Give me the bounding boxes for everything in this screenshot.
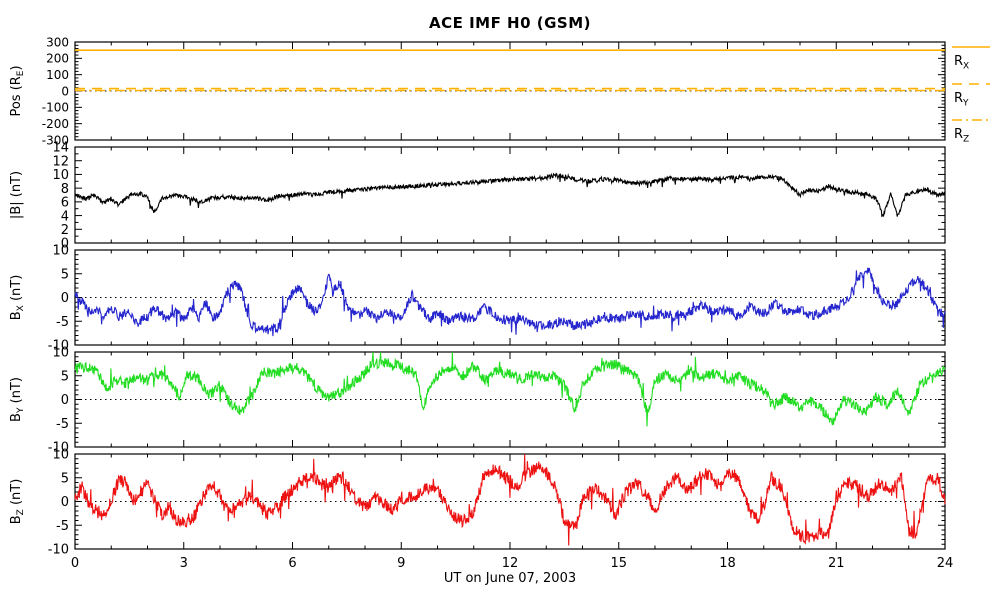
legend: RX RY RZ bbox=[952, 44, 993, 154]
xtick-label: 21 bbox=[828, 556, 845, 571]
xtick-label: 24 bbox=[937, 556, 954, 571]
ytick-label: 10 bbox=[52, 346, 69, 361]
ry-line-sample bbox=[952, 82, 990, 85]
ytick-label: 10 bbox=[52, 168, 69, 183]
y-axis-label: |B| (nT) bbox=[9, 171, 24, 219]
ytick-label: 0 bbox=[61, 393, 69, 408]
xtick-label: 9 bbox=[397, 556, 405, 571]
y-axis-label: BX (nT) bbox=[9, 275, 26, 321]
panel-pos: -300 -200 -100 0 100 200 300 Pos (RE) bbox=[9, 35, 946, 147]
ytick-label: 10 bbox=[52, 244, 69, 259]
y-axis-label: BY (nT) bbox=[9, 377, 26, 422]
legend-item-rz: RZ bbox=[952, 117, 993, 145]
ytick-label: 200 bbox=[46, 52, 69, 66]
ytick-label: -5 bbox=[56, 519, 69, 534]
ytick-label: 5 bbox=[61, 471, 69, 486]
ytick-label: 5 bbox=[61, 369, 69, 384]
ytick-label: 0 bbox=[61, 291, 69, 306]
xtick-label: 15 bbox=[610, 556, 627, 571]
rx-line-sample bbox=[952, 46, 990, 48]
ytick-label: 2 bbox=[61, 223, 69, 238]
y-axis-label: Pos (RE) bbox=[9, 65, 26, 116]
x-axis-label: UT on June 07, 2003 bbox=[443, 571, 577, 586]
ytick-label: 14 bbox=[52, 141, 69, 156]
panel-by: -10 -5 0 5 10 BY (nT) bbox=[9, 346, 946, 456]
ytick-label: -5 bbox=[56, 417, 69, 432]
ytick-label: 5 bbox=[61, 267, 69, 282]
ytick-label: 0 bbox=[61, 495, 69, 510]
y-axis-label: BZ (nT) bbox=[9, 479, 26, 525]
panel-bx: -10 -5 0 5 10 BX (nT) bbox=[9, 244, 946, 354]
ytick-label: -5 bbox=[56, 315, 69, 330]
xtick-label: 0 bbox=[71, 556, 79, 571]
trace-bx bbox=[74, 267, 946, 337]
ytick-label: -10 bbox=[48, 339, 69, 354]
ytick-label: -300 bbox=[42, 133, 69, 147]
xtick-label: 12 bbox=[502, 556, 519, 571]
panel-bz: -10 -5 0 5 10 BZ (nT) bbox=[9, 448, 946, 558]
xtick-label: 6 bbox=[288, 556, 296, 571]
ytick-label: -10 bbox=[48, 543, 69, 558]
legend-item-rx: RX bbox=[952, 44, 993, 72]
ytick-label: -10 bbox=[48, 441, 69, 456]
ytick-label: 4 bbox=[61, 209, 69, 224]
ytick-label: -100 bbox=[42, 101, 69, 115]
rz-line-sample bbox=[952, 119, 990, 121]
trace-by bbox=[74, 352, 946, 427]
xtick-label: 18 bbox=[719, 556, 736, 571]
panel-bmag-box bbox=[74, 146, 946, 244]
ytick-label: 0 bbox=[61, 237, 69, 252]
ytick-label: 8 bbox=[61, 182, 69, 197]
ytick-label: 100 bbox=[46, 68, 69, 82]
xtick-label: 3 bbox=[180, 556, 188, 571]
ytick-label: -200 bbox=[42, 117, 69, 131]
ytick-label: 12 bbox=[52, 154, 69, 169]
ytick-label: 0 bbox=[61, 84, 69, 98]
chart-title: ACE IMF H0 (GSM) bbox=[428, 14, 592, 32]
legend-label-rx: RX bbox=[954, 54, 970, 72]
legend-label-ry: RY bbox=[954, 90, 969, 109]
ytick-label: 6 bbox=[61, 196, 69, 211]
legend-item-ry: RY bbox=[952, 81, 993, 109]
trace-bmag bbox=[74, 172, 946, 218]
ytick-label: 10 bbox=[52, 448, 69, 463]
ytick-label: 300 bbox=[46, 35, 69, 49]
legend-label-rz: RZ bbox=[954, 127, 970, 145]
trace-bz bbox=[74, 454, 946, 546]
